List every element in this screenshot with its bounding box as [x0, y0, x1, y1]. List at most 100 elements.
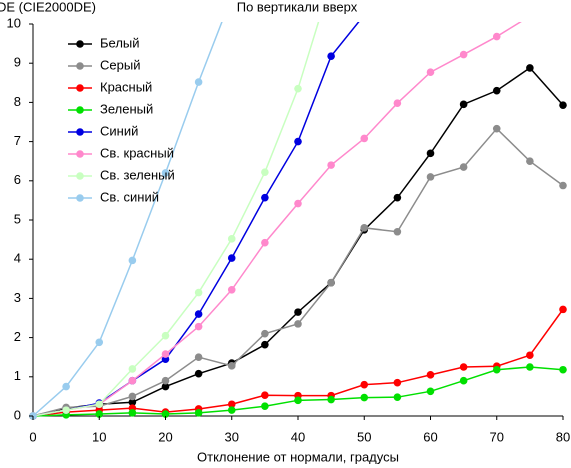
data-point [261, 340, 269, 349]
data-point [227, 254, 236, 262]
data-point [526, 363, 534, 371]
data-point [459, 376, 468, 385]
x-tick-label: 0 [29, 429, 36, 444]
y-tick-label: 9 [14, 55, 21, 70]
data-point [161, 410, 170, 418]
legend-marker [76, 150, 84, 158]
data-point [492, 365, 501, 374]
data-point [261, 329, 269, 338]
legend: Белый Серый Красный Зеленый Синий Св. красный… [68, 35, 175, 204]
data-point [294, 396, 302, 405]
data-point [128, 256, 137, 265]
data-point [62, 406, 70, 414]
legend-marker [76, 172, 84, 180]
data-point [161, 382, 170, 391]
data-point [194, 369, 203, 378]
data-point [459, 163, 468, 171]
data-point [360, 393, 369, 402]
data-point [194, 288, 203, 297]
y-tick-label: 7 [14, 133, 21, 148]
data-point [526, 351, 534, 360]
data-point [95, 400, 104, 409]
data-point [194, 78, 203, 86]
data-point [393, 378, 402, 387]
data-point [128, 398, 137, 407]
data-point [128, 376, 137, 385]
data-point [393, 99, 402, 107]
data-point [294, 137, 302, 146]
legend-label: Серый [100, 57, 140, 72]
data-point [95, 410, 104, 418]
data-point [360, 134, 369, 143]
data-point [128, 409, 137, 417]
legend-label: Св. зеленый [100, 167, 175, 182]
legend-marker [76, 40, 84, 48]
data-point [261, 193, 269, 202]
plot-area [29, 11, 567, 420]
legend-marker [76, 128, 84, 136]
x-tick-label: 50 [357, 429, 371, 444]
data-point [360, 11, 368, 19]
x-tick-label: 20 [158, 429, 172, 444]
data-point [492, 124, 501, 133]
legend-marker [76, 194, 84, 202]
data-point [294, 308, 302, 316]
y-tick-label: 10 [7, 15, 21, 30]
series-line [32, 22, 320, 417]
data-point [360, 224, 369, 232]
x-axis-label: Отклонение от нормали, градусы [197, 449, 399, 464]
data-point [426, 149, 435, 158]
data-point [194, 353, 203, 362]
data-point [194, 409, 203, 417]
data-point [393, 193, 402, 202]
data-point [227, 362, 236, 370]
data-point [227, 285, 236, 294]
data-point [161, 350, 170, 358]
data-point [393, 393, 402, 401]
data-point [194, 322, 203, 331]
y-tick-label: 3 [14, 290, 21, 305]
data-point [459, 50, 468, 59]
data-point [327, 52, 335, 60]
data-point [360, 380, 369, 389]
data-point [161, 169, 170, 177]
legend-marker [76, 84, 84, 92]
data-point [492, 32, 501, 41]
y-tick-label: 0 [14, 407, 21, 422]
data-point [327, 395, 335, 404]
legend-label: Белый [100, 35, 140, 50]
data-point [294, 84, 302, 93]
data-point [261, 391, 269, 400]
data-point [426, 371, 435, 379]
legend-label: Красный [100, 79, 152, 94]
x-tick-label: 30 [225, 429, 239, 444]
y-axis-label: DE (CIE2000DE) [0, 0, 96, 14]
legend-label: Св. красный [100, 145, 174, 160]
data-point [426, 173, 435, 181]
y-tick-label: 1 [14, 368, 21, 383]
data-point [526, 12, 534, 20]
x-tick-label: 40 [291, 429, 305, 444]
data-point [294, 199, 302, 208]
legend-label: Синий [100, 123, 138, 138]
data-point [426, 68, 435, 77]
data-point [161, 331, 170, 340]
series-line [32, 66, 564, 417]
data-point [261, 238, 269, 247]
y-tick-label: 4 [14, 251, 21, 266]
data-point [227, 400, 236, 409]
data-point [327, 161, 335, 169]
data-point [128, 392, 137, 401]
data-point [227, 235, 236, 243]
x-tick-label: 70 [490, 429, 504, 444]
series-line [32, 22, 522, 417]
data-point [459, 363, 468, 371]
data-point [62, 382, 70, 391]
legend-marker [76, 106, 84, 114]
data-point [128, 365, 137, 373]
chart-title: По вертикали вверх [237, 0, 358, 14]
data-point [161, 376, 170, 385]
y-tick-label: 8 [14, 94, 21, 109]
data-point [227, 406, 236, 414]
